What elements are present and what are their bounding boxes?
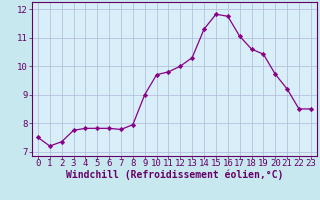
X-axis label: Windchill (Refroidissement éolien,°C): Windchill (Refroidissement éolien,°C) [66,170,283,180]
